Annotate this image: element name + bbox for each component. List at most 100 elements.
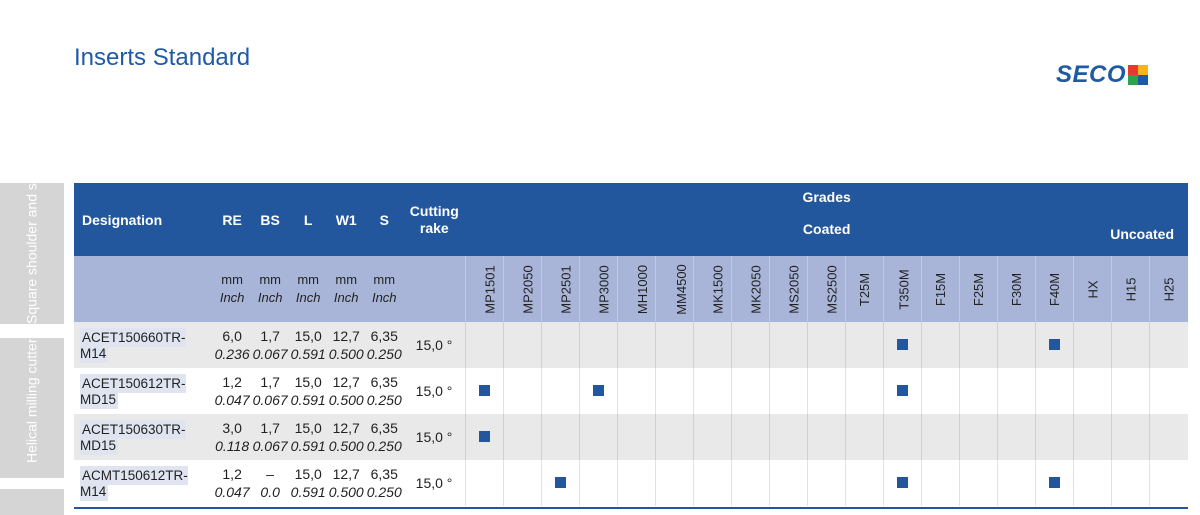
grade-header: MS2050 bbox=[769, 256, 808, 322]
grade-cell bbox=[1035, 460, 1074, 506]
grade-header: F15M bbox=[921, 256, 960, 322]
logo-text: SECO bbox=[1056, 61, 1127, 88]
unit-inch: Inch bbox=[219, 290, 245, 305]
grade-name: MM4500 bbox=[673, 263, 689, 315]
grade-cell bbox=[464, 368, 504, 414]
designation-cell: ACET150630TR-MD15 bbox=[74, 414, 214, 460]
value-inch: 0.250 bbox=[366, 484, 402, 500]
grade-cell bbox=[1073, 460, 1112, 506]
grade-cell bbox=[1073, 368, 1112, 414]
grade-cell bbox=[769, 322, 808, 368]
grade-cell bbox=[731, 368, 770, 414]
grade-name: MH1000 bbox=[635, 264, 651, 314]
value-mm: 12,7 bbox=[332, 466, 360, 482]
grade-name: T25M bbox=[857, 272, 873, 306]
table-row: ACET150660TR-M14 6,0 0.236 1,7 0.067 15,0 0.59… bbox=[74, 322, 1188, 368]
dim-header: S bbox=[365, 183, 404, 256]
grade-cell bbox=[807, 460, 846, 506]
dim-header: RE bbox=[213, 183, 252, 256]
insert-code-link[interactable]: ACET150630TR-MD15 bbox=[80, 420, 186, 455]
cutting-rake-cell: 15,0 ° bbox=[403, 414, 466, 460]
grade-cell bbox=[959, 414, 998, 460]
grade-name: T350M bbox=[896, 268, 912, 310]
grade-cell bbox=[578, 368, 618, 414]
dimension-cell: 3,0 0.118 bbox=[213, 414, 252, 460]
grade-cell bbox=[921, 322, 960, 368]
grade-header: MP1501 bbox=[464, 256, 504, 322]
insert-code-link[interactable]: ACET150612TR-MD15 bbox=[80, 374, 186, 409]
grade-header: MS2500 bbox=[807, 256, 846, 322]
grade-cell bbox=[1035, 322, 1074, 368]
grade-cell bbox=[997, 368, 1036, 414]
value-mm: 1,7 bbox=[260, 328, 280, 344]
grade-name: F15M bbox=[933, 272, 949, 306]
grade-cell bbox=[1111, 368, 1150, 414]
grade-cell bbox=[502, 322, 542, 368]
side-tab-helical[interactable]: Helical milling cutters bbox=[0, 338, 64, 478]
value-inch: 0.250 bbox=[366, 392, 402, 408]
value-inch: 0.500 bbox=[328, 484, 364, 500]
grade-name: MP1501 bbox=[482, 264, 498, 314]
grade-cell bbox=[1111, 414, 1150, 460]
grade-header: H15 bbox=[1111, 256, 1150, 322]
unit-mm: mm bbox=[335, 272, 358, 287]
grade-cell bbox=[616, 368, 656, 414]
grade-header: HX bbox=[1073, 256, 1112, 322]
availability-mark-icon bbox=[592, 385, 604, 396]
dimension-cell: 6,35 0.250 bbox=[365, 322, 404, 368]
value-mm: 15,0 bbox=[294, 374, 322, 390]
units-blank bbox=[74, 256, 214, 322]
grade-cell bbox=[1149, 368, 1188, 414]
side-tab-label: Helical milling cutters bbox=[23, 338, 40, 463]
grade-header: F40M bbox=[1035, 256, 1074, 322]
grade-header: T25M bbox=[845, 256, 884, 322]
value-mm: 6,35 bbox=[370, 328, 398, 344]
side-tab-next[interactable] bbox=[0, 489, 64, 515]
availability-mark-icon bbox=[897, 385, 909, 396]
dimension-cell: 6,35 0.250 bbox=[365, 368, 404, 414]
grade-cell bbox=[692, 322, 732, 368]
grade-cell bbox=[845, 322, 884, 368]
grade-header: MM4500 bbox=[654, 256, 694, 322]
table-row: ACET150612TR-MD15 1,2 0.047 1,7 0.067 15,0 0.5… bbox=[74, 368, 1188, 414]
value-mm: 6,0 bbox=[222, 328, 242, 344]
grade-name: MK1500 bbox=[710, 264, 726, 314]
table-row: ACMT150612TR-M14 1,2 0.047–0.0 15,0 0.591 12,… bbox=[74, 460, 1188, 506]
grade-cell bbox=[464, 460, 504, 506]
grade-cell bbox=[731, 322, 770, 368]
grade-cell bbox=[540, 322, 580, 368]
inserts-table: Designation RE BS L W1 S Cutting rake Grades Coa… bbox=[74, 183, 1188, 506]
grade-cell bbox=[959, 368, 998, 414]
grade-name: MP2501 bbox=[558, 264, 574, 314]
dimension-cell: 15,0 0.591 bbox=[289, 322, 328, 368]
availability-mark-icon bbox=[897, 477, 909, 488]
value-inch: 0.047 bbox=[214, 484, 250, 500]
grade-cell bbox=[807, 368, 846, 414]
unit-cell: mm Inch bbox=[365, 256, 404, 322]
value-inch: 0.0 bbox=[260, 484, 280, 500]
grade-cell bbox=[616, 460, 656, 506]
grade-header: MK1500 bbox=[692, 256, 732, 322]
dimension-cell: 1,7 0.067 bbox=[251, 322, 290, 368]
unit-mm: mm bbox=[221, 272, 243, 287]
value-inch: 0.067 bbox=[252, 438, 288, 454]
insert-code-link[interactable]: ACMT150612TR-M14 bbox=[80, 466, 188, 501]
grade-cell bbox=[921, 368, 960, 414]
table-row: ACET150630TR-MD15 3,0 0.118 1,7 0.067 15,0 0.5… bbox=[74, 414, 1188, 460]
dimension-cell: 1,2 0.047 bbox=[213, 460, 252, 506]
side-tab-square-shoulder[interactable]: Square shoulder and slot milling cutters bbox=[0, 183, 64, 324]
grade-cell bbox=[1111, 460, 1150, 506]
grade-cell bbox=[616, 414, 656, 460]
unit-mm: mm bbox=[297, 272, 320, 287]
dimension-cell: 15,0 0.591 bbox=[289, 460, 328, 506]
grade-cell bbox=[921, 460, 960, 506]
unit-cell: mm Inch bbox=[289, 256, 328, 322]
unit-inch: Inch bbox=[333, 290, 359, 305]
grade-name: HX bbox=[1085, 279, 1101, 299]
value-inch: 0.500 bbox=[328, 438, 364, 454]
grade-name: MS2500 bbox=[824, 264, 840, 314]
availability-mark-icon bbox=[1049, 477, 1061, 488]
insert-code-link[interactable]: ACET150660TR-M14 bbox=[80, 328, 186, 363]
grade-cell bbox=[959, 460, 998, 506]
grade-cell bbox=[1073, 414, 1112, 460]
